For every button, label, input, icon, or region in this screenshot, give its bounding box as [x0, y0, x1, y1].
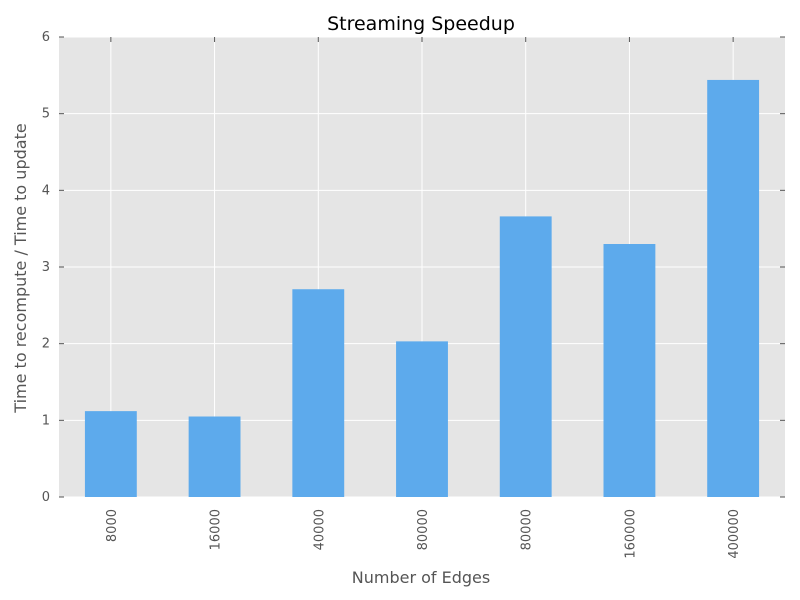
x-tick-label: 400000: [727, 509, 742, 559]
bar-6: [603, 244, 656, 497]
y-tick-label: 2: [42, 337, 50, 352]
x-tick-label: 80000: [416, 509, 431, 550]
x-tick-label: 16000: [209, 509, 224, 550]
y-axis-label: Time to recompute / Time to update: [11, 123, 30, 413]
bar-4: [396, 341, 448, 497]
y-tick-label: 3: [42, 260, 50, 275]
chart-title: Streaming Speedup: [327, 13, 515, 35]
y-tick-label: 4: [42, 183, 50, 198]
bar-2: [188, 416, 241, 497]
y-tick-label: 5: [42, 107, 50, 122]
bar-1: [84, 411, 137, 497]
bar-5: [499, 216, 552, 497]
y-tick-label: 1: [42, 413, 50, 428]
x-tick-labels: 8000 16000 40000 80000 80000 160000 400000: [105, 509, 742, 559]
bar-7: [707, 79, 760, 497]
bar-3: [292, 289, 345, 497]
x-tick-label: 40000: [312, 509, 327, 550]
y-tick-label: 6: [42, 30, 50, 45]
x-axis-label: Number of Edges: [352, 568, 490, 587]
y-tick-label: 0: [42, 490, 50, 505]
y-tick-labels: 0 1 2 3 4 5 6: [42, 30, 50, 505]
x-tick-label: 80000: [520, 509, 535, 550]
bars: [84, 79, 760, 497]
x-tick-label: 8000: [105, 509, 120, 542]
x-tick-label: 160000: [623, 509, 638, 559]
